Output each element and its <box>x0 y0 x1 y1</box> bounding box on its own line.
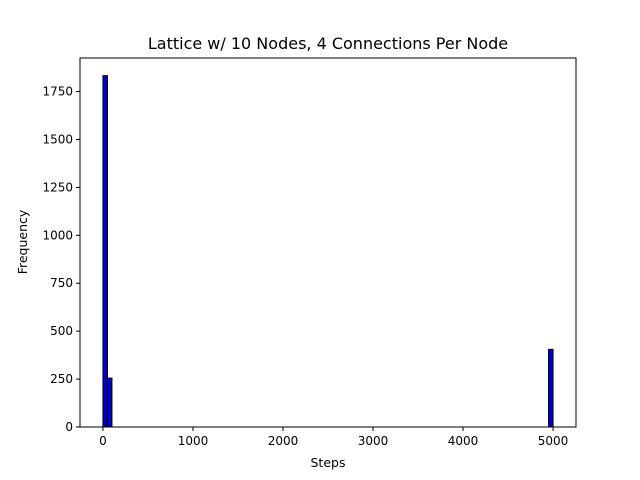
y-tick-label: 1250 <box>42 180 73 194</box>
y-tick-label: 0 <box>65 420 73 434</box>
x-tick-label: 4000 <box>448 434 479 448</box>
plot-area-frame <box>79 57 577 428</box>
x-tick-label: 1000 <box>178 434 209 448</box>
y-tick-label: 250 <box>50 372 73 386</box>
y-tick-label: 750 <box>50 276 73 290</box>
y-axis-label: Frequency <box>15 209 30 274</box>
x-tick-label: 0 <box>99 434 107 448</box>
y-tick-label: 1500 <box>42 132 73 146</box>
histogram-bar <box>548 348 554 428</box>
x-ticks: 0 1000 2000 3000 4000 5000 <box>99 427 568 448</box>
x-axis-label: Steps <box>311 455 346 470</box>
chart-title: Lattice w/ 10 Nodes, 4 Connections Per N… <box>148 34 508 53</box>
y-tick-label: 1750 <box>42 85 73 99</box>
histogram-bar <box>106 377 113 428</box>
y-tick-label: 500 <box>50 324 73 338</box>
y-tick-label: 1000 <box>42 228 73 242</box>
y-ticks: 0 250 500 750 1000 1250 1500 1750 <box>42 85 80 434</box>
histogram-bar <box>102 75 108 428</box>
x-tick-label: 3000 <box>358 434 389 448</box>
x-tick-label: 2000 <box>268 434 299 448</box>
x-tick-label: 5000 <box>538 434 569 448</box>
bars-group <box>102 75 554 428</box>
